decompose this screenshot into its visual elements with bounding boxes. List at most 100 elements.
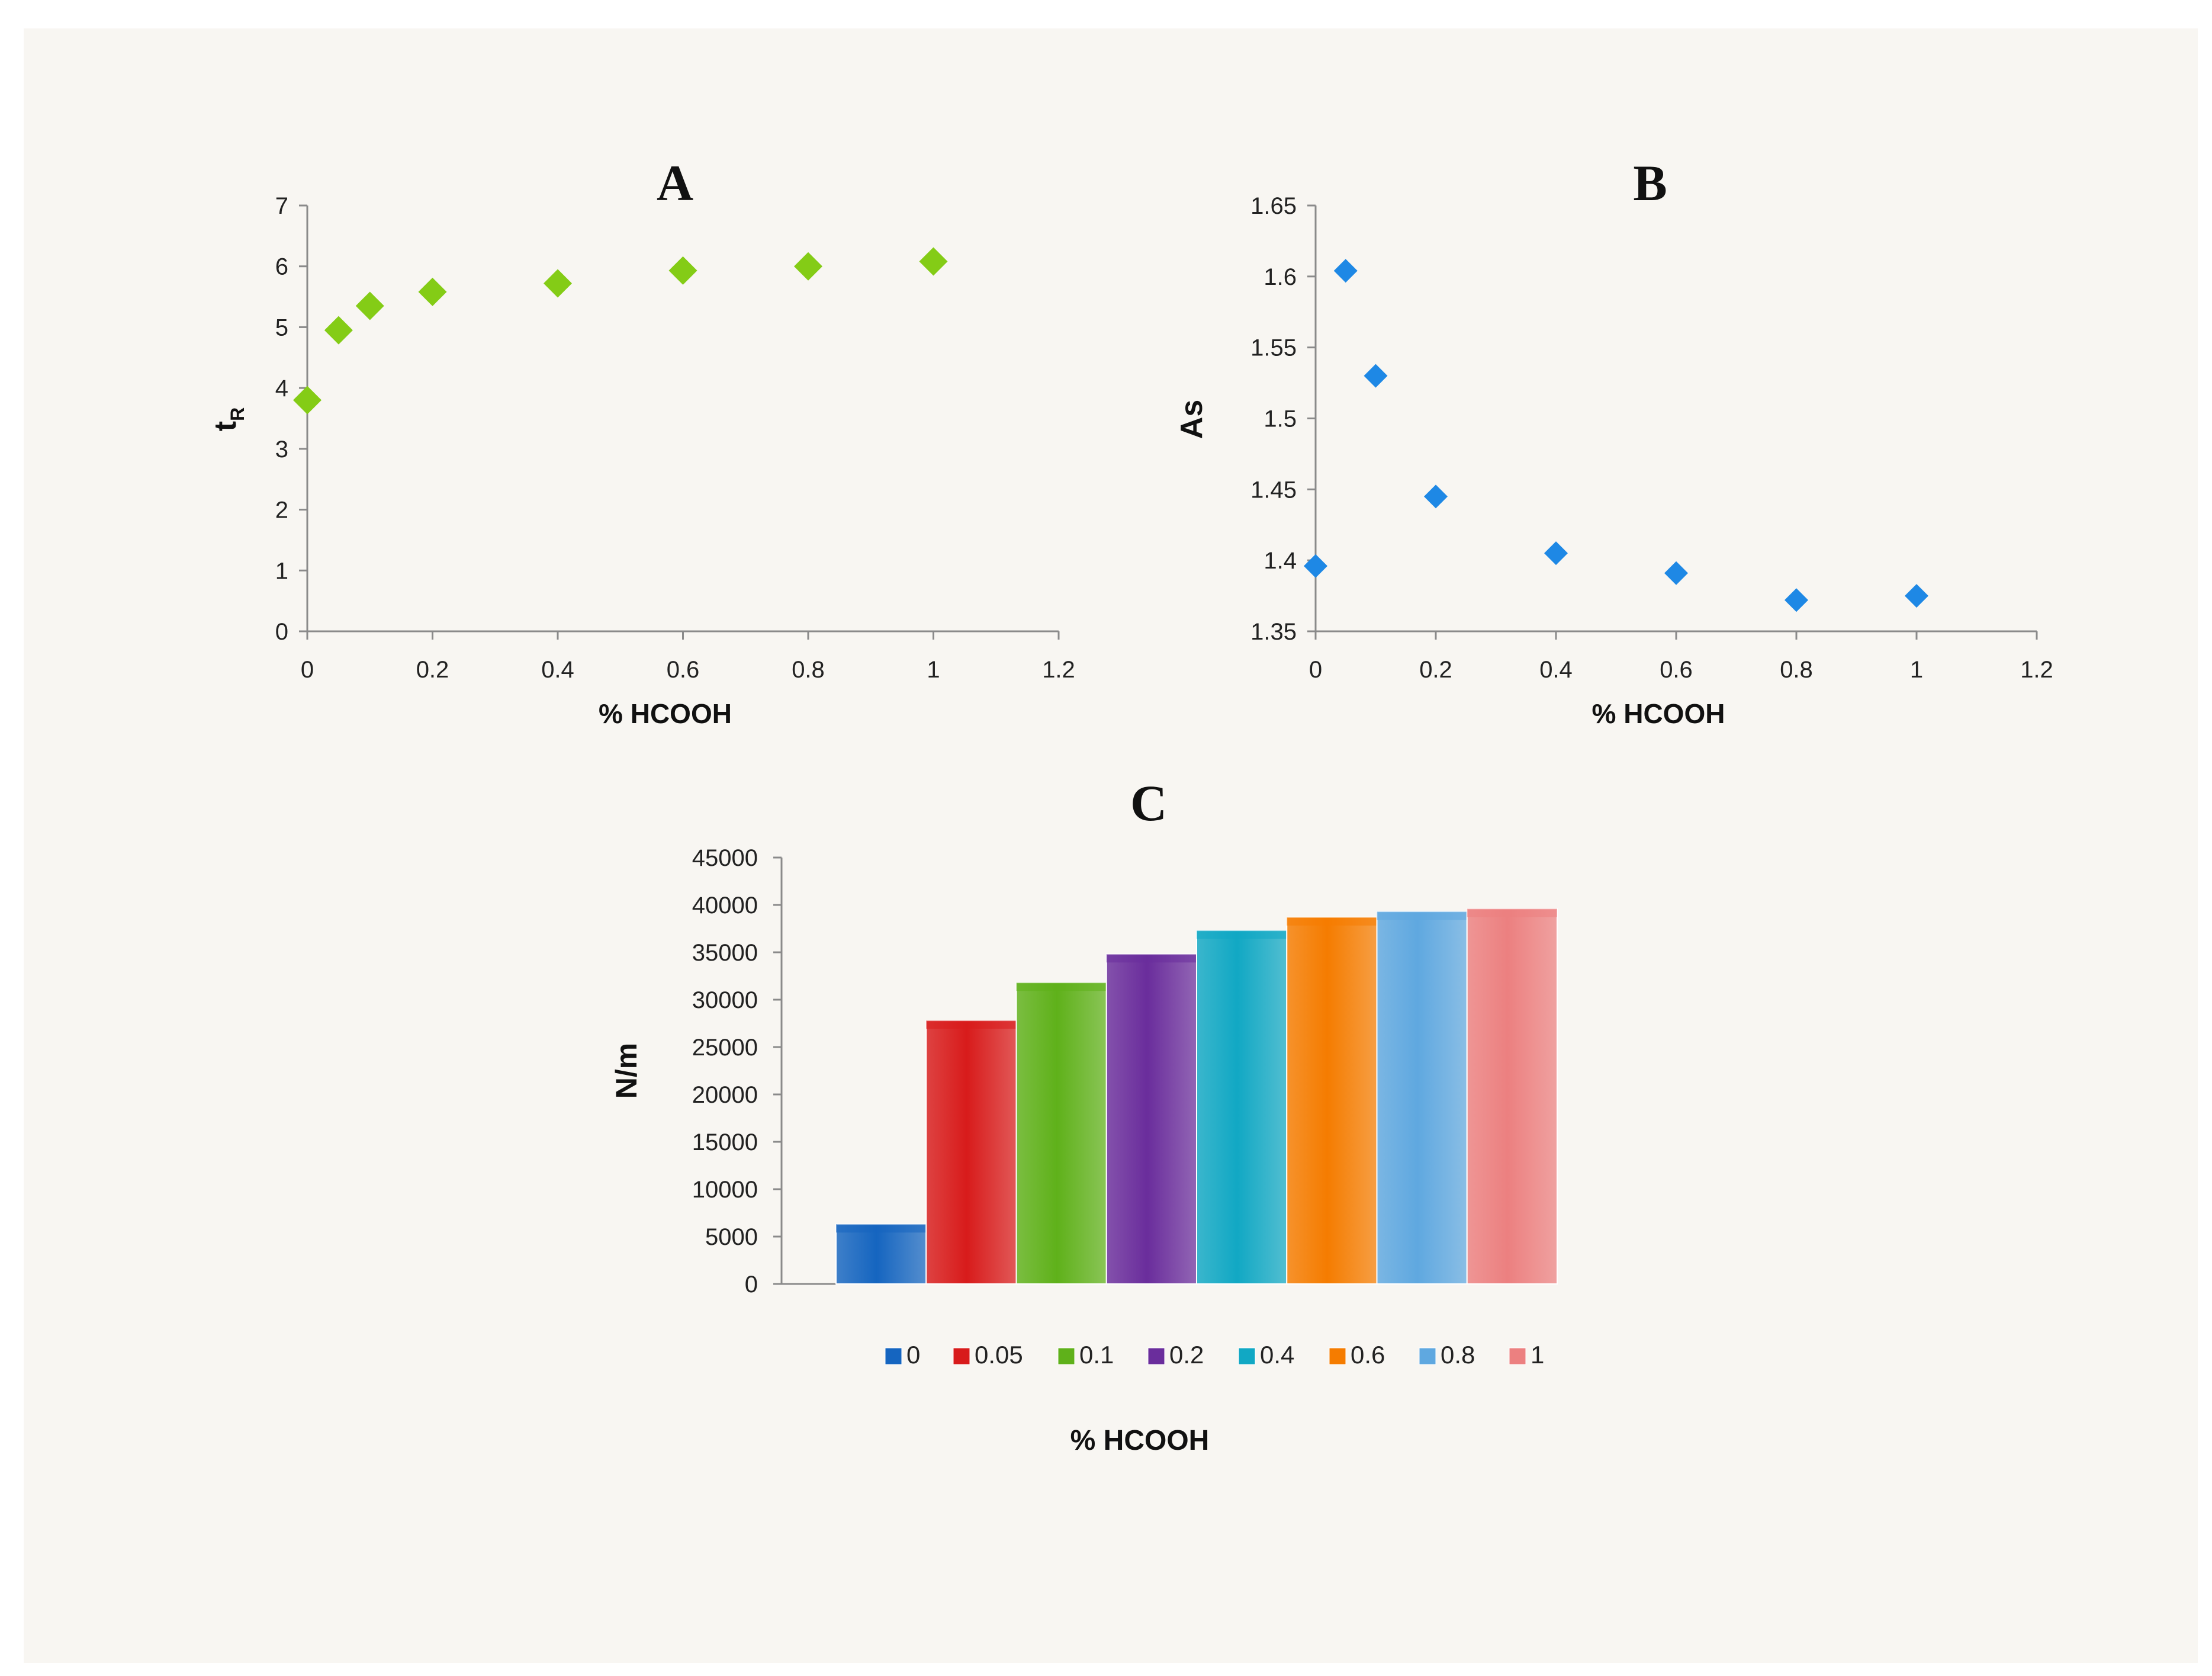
data-point [794,252,822,281]
data-point [1905,584,1928,608]
y-tick-label: 45000 [692,845,758,871]
data-point [1544,541,1568,566]
y-tick-label: 0 [745,1272,758,1298]
data-point [919,247,948,276]
x-tick-label: 0.6 [667,657,700,683]
x-tick-label: 1.2 [2020,657,2053,683]
legend-swatch [1238,1347,1256,1365]
y-tick-label: 4 [275,375,288,402]
data-point [1664,561,1688,585]
legend-label: 0.6 [1351,1341,1385,1369]
data-point [418,277,447,306]
y-tick-label: 1.45 [1250,477,1297,503]
y-tick-label: 6 [275,254,288,280]
data-point [1424,484,1448,509]
legend-label: 1 [1531,1341,1544,1369]
data-point [1333,259,1358,283]
x-axis-label: % HCOOH [599,698,732,729]
chart-title: C [1130,775,1167,831]
legend-swatch [1147,1347,1165,1365]
legend-swatch [1057,1347,1075,1365]
legend-label: 0.05 [975,1341,1023,1369]
y-tick-label: 5 [275,314,288,341]
y-tick-label: 7 [275,193,288,219]
y-tick-label: 25000 [692,1035,758,1061]
y-axis-label-main: t [208,421,243,431]
y-axis-label: tR [208,407,248,431]
data-point [324,316,353,345]
bar [1376,911,1468,1285]
bar-cap [1287,917,1377,926]
chart-c: C 0 5000 10000 15000 20000 25000 30000 35000 4000… [610,775,1558,1456]
data-point [293,386,321,415]
data-point [1364,364,1388,388]
y-tick-label: 15000 [692,1129,758,1155]
y-tick-label: 1.65 [1250,193,1297,219]
x-tick-label: 0.2 [416,657,449,683]
legend-swatch [1509,1347,1526,1365]
y-tick-label: 20000 [692,1082,758,1108]
x-tick-label: 1 [927,657,940,683]
data-point [355,291,384,320]
legend-swatch [953,1347,970,1365]
legend-swatch [1419,1347,1436,1365]
bar-cap [836,1224,927,1233]
x-tick-label: 0 [301,657,314,683]
x-tick-label: 0.4 [541,657,574,683]
figure-panel: A 0 1 2 3 4 5 6 7 0 0.2 0.4 0.6 0.8 1 1.2 % HCOOH tR B 1.3… [24,28,2198,1663]
legend-swatch [885,1347,902,1365]
bar [1286,916,1378,1285]
bar [1466,908,1558,1285]
chart-title: B [1633,155,1667,211]
bar [925,1020,1017,1285]
y-tick-label: 10000 [692,1177,758,1203]
legend-label: 0 [906,1341,920,1369]
x-tick-label: 1 [1910,657,1923,683]
data-point [544,269,572,298]
y-tick-label: 1.6 [1263,264,1297,290]
legend-label: 0.2 [1169,1341,1204,1369]
y-tick-label: 1 [275,558,288,584]
y-tick-label: 2 [275,497,288,524]
bar [1196,930,1288,1285]
y-tick-label: 1.35 [1250,619,1297,645]
y-tick-label: 5000 [705,1224,758,1250]
y-tick-label: 0 [275,619,288,645]
bar-cap [926,1020,1017,1029]
bar-cap [1467,908,1557,917]
legend-label: 0.1 [1079,1341,1114,1369]
data-point [1785,588,1808,612]
y-tick-label: 1.5 [1263,406,1297,432]
legend-label: 0.8 [1441,1341,1475,1369]
y-tick-label: 30000 [692,987,758,1013]
data-point [1304,554,1327,578]
x-tick-label: 0.8 [1780,657,1813,683]
bar-cap [1106,954,1197,963]
y-tick-label: 40000 [692,892,758,919]
x-tick-label: 0 [1309,657,1322,683]
bar [835,1224,927,1285]
legend-swatch [1329,1347,1346,1365]
chart-b: B 1.35 1.4 1.45 1.5 1.55 1.6 1.65 0 0.2 0.4 0.6 0.8 1… [1175,155,2053,729]
legend-label: 0.4 [1260,1341,1294,1369]
x-tick-label: 0.2 [1419,657,1452,683]
bar [1105,953,1197,1285]
chart-a: A 0 1 2 3 4 5 6 7 0 0.2 0.4 0.6 0.8 1 1.2 % HCOOH tR [208,155,1075,729]
chart-title: A [657,155,693,211]
y-axis-label: As [1175,400,1209,439]
figure-canvas: A 0 1 2 3 4 5 6 7 0 0.2 0.4 0.6 0.8 1 1.2 % HCOOH tR B 1.3… [208,155,2053,1456]
data-point [668,256,697,285]
x-axis-label: % HCOOH [1592,698,1725,729]
bar-cap [1016,983,1107,991]
y-tick-label: 3 [275,436,288,463]
y-axis-label: N/m [610,1043,643,1099]
y-tick-label: 1.4 [1263,548,1297,574]
x-tick-label: 0.8 [792,657,825,683]
x-tick-label: 0.4 [1539,657,1573,683]
bar-cap [1197,930,1287,939]
x-tick-label: 1.2 [1042,657,1075,683]
x-axis-label: % HCOOH [1070,1425,1210,1456]
bar-cap [1377,911,1467,920]
x-tick-label: 0.6 [1660,657,1693,683]
y-tick-label: 1.55 [1250,335,1297,361]
